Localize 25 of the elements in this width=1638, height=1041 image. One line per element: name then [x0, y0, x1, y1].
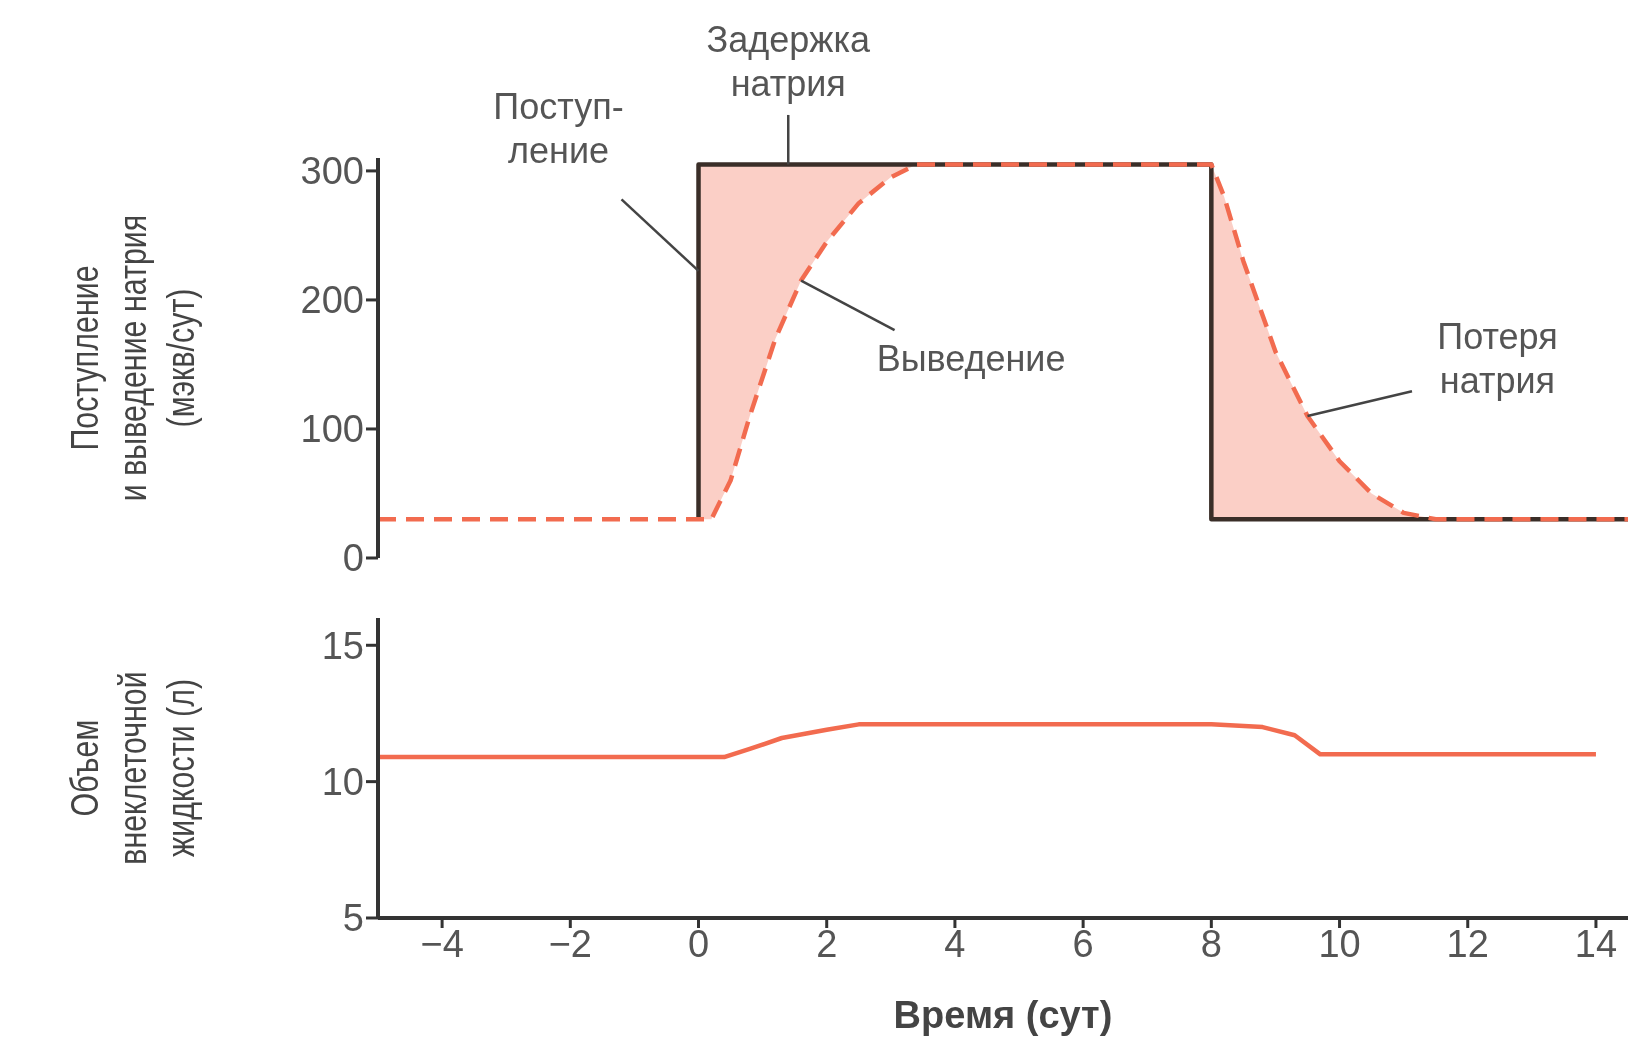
- x-tick-label: 4: [944, 922, 966, 965]
- annotation: Потеря натрия: [1437, 316, 1558, 402]
- y-tick-label: 200: [300, 279, 364, 322]
- x-tick-label: −2: [548, 922, 592, 965]
- text: Выведение: [876, 337, 1066, 379]
- x-axis-title: Время (сут): [893, 994, 1113, 1036]
- x-tick-label: 14: [1574, 922, 1618, 965]
- x-tick-label: 8: [1200, 922, 1222, 965]
- y-tick-label: 0: [342, 537, 364, 580]
- y-axis-title: Поступление и выведение натрия (мэкв/сут): [63, 214, 203, 502]
- x-tick-label: 6: [1072, 922, 1094, 965]
- text: Поступ-ление: [493, 85, 624, 171]
- y-tick-label: 10: [321, 761, 364, 804]
- y-tick-label: 15: [321, 624, 364, 667]
- y-tick-label: 300: [300, 150, 364, 193]
- annotation: Задержка натрия: [706, 19, 871, 105]
- x-tick-label: 12: [1446, 922, 1489, 965]
- x-tick-label: 2: [816, 922, 838, 965]
- y-axis-title: Объем внеклеточной жидкости (л): [63, 671, 203, 865]
- line-series: [378, 722, 1599, 760]
- y-tick-label: 100: [300, 408, 364, 451]
- x-tick-label: −4: [420, 922, 464, 965]
- x-tick-label: 10: [1318, 922, 1361, 965]
- y-tick-label: 5: [342, 897, 364, 940]
- x-tick-label: 0: [687, 922, 710, 965]
